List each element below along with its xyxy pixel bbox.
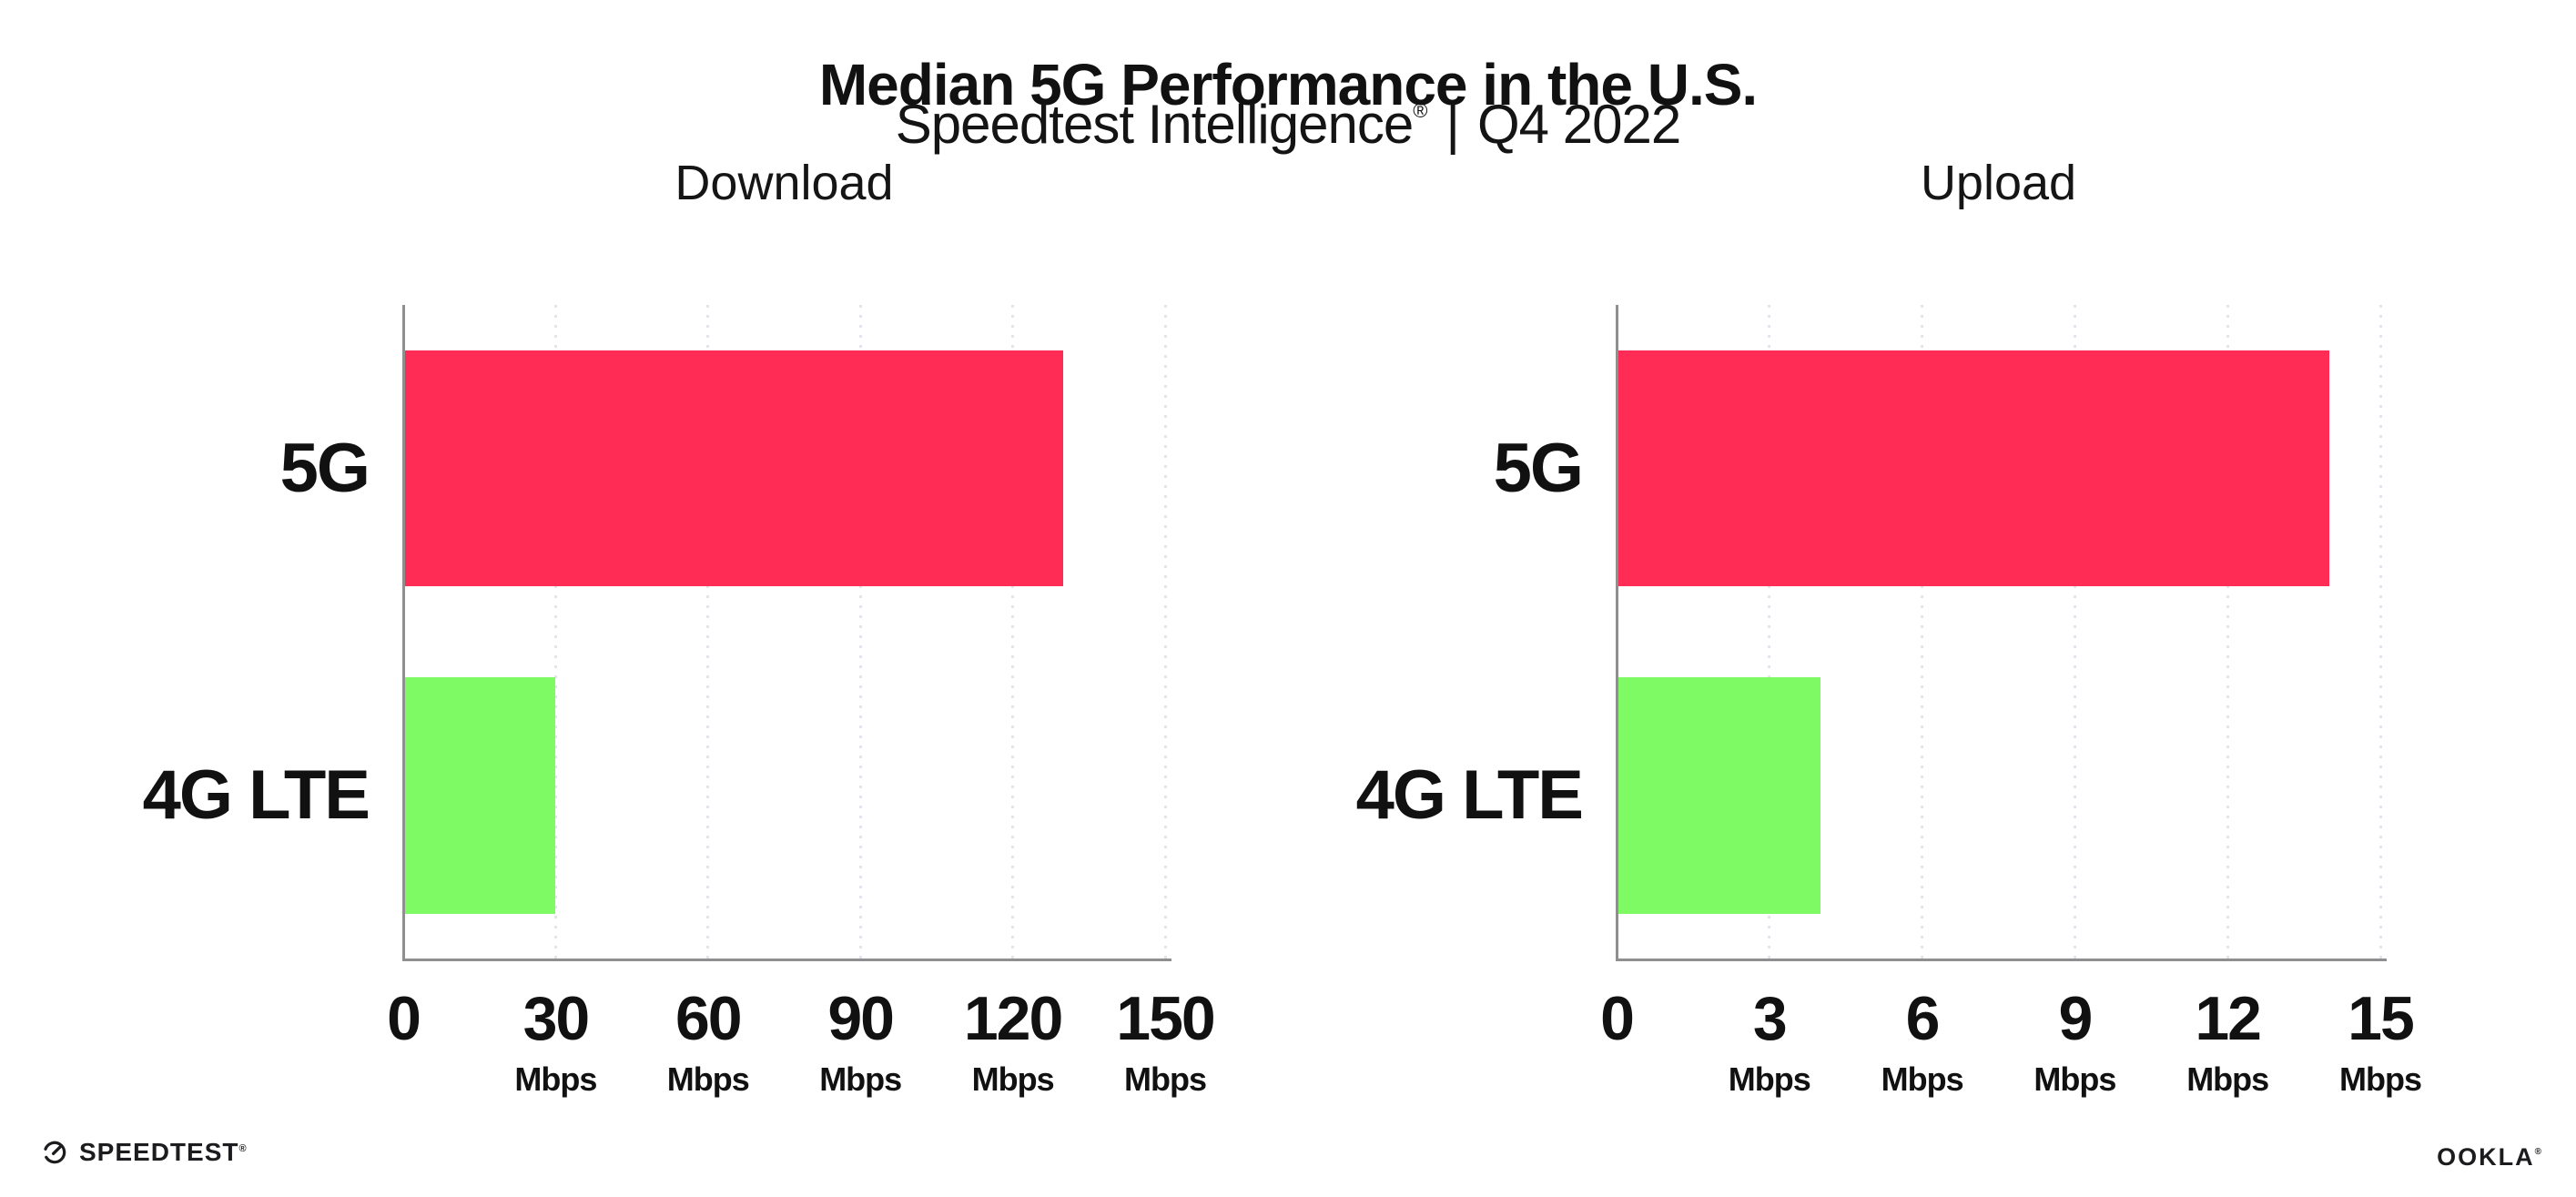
gridline	[1163, 305, 1167, 959]
x-tick: 90 Mbps	[819, 984, 902, 1098]
page-title: Median 5G Performance in the U.S.	[818, 51, 1758, 117]
subtitle-period: Q4 2022	[1477, 94, 1681, 155]
ookla-wordmark: OOKLA	[2437, 1143, 2535, 1171]
ookla-logo: OOKLA®	[2437, 1145, 2541, 1170]
x-tick-value: 12	[2195, 984, 2262, 1053]
chart-title: Upload	[1920, 155, 2077, 210]
x-tick: 0	[1600, 984, 1635, 1053]
gridline	[706, 305, 710, 959]
gridline	[553, 305, 557, 959]
x-axis-line	[1615, 959, 2387, 961]
x-tick-value: 0	[1600, 984, 1635, 1053]
bar-5g	[1617, 350, 2330, 586]
registered-mark: ®	[1413, 99, 1428, 122]
x-tick: 12 Mbps	[2186, 984, 2269, 1098]
speedtest-wordmark: SPEEDTEST®	[79, 1138, 247, 1166]
x-tick-value: 30	[522, 984, 591, 1053]
x-tick: 150 Mbps	[1116, 984, 1215, 1098]
y-axis-line	[401, 305, 405, 959]
category-label-5g: 5G	[1493, 430, 1584, 507]
gridline	[1768, 305, 1771, 959]
x-axis-line	[401, 959, 1171, 961]
x-tick-unit: Mbps	[666, 1060, 750, 1098]
x-tick: 15 Mbps	[2339, 984, 2422, 1098]
x-tick: 9 Mbps	[2033, 984, 2116, 1098]
x-tick: 60 Mbps	[666, 984, 750, 1098]
subtitle-brand: Speedtest Intelligence	[895, 94, 1414, 155]
bar-4g-lte	[403, 677, 556, 914]
category-label-4g-lte: 4G LTE	[1355, 756, 1584, 834]
gridline	[2378, 305, 2382, 959]
y-axis-line	[1615, 305, 1618, 959]
gridline	[1921, 305, 1924, 959]
chart-title: Download	[674, 155, 894, 210]
gridline	[1011, 305, 1015, 959]
x-tick-value: 9	[2058, 984, 2093, 1053]
speedtest-gauge-icon	[40, 1138, 69, 1167]
download-chart: Download 5G 4G LTE 0 30 Mbps 60 Mbps 90 Mbps 12…	[143, 158, 1216, 1096]
speedtest-logo: SPEEDTEST®	[40, 1138, 247, 1167]
subtitle-separator: |	[1445, 94, 1460, 155]
x-tick-value: 60	[674, 984, 743, 1053]
category-label-4g-lte: 4G LTE	[142, 756, 370, 834]
gridline	[2226, 305, 2229, 959]
upload-chart: Upload 5G 4G LTE 0 3 Mbps 6 Mbps 9 Mbps 12 Mbps 1…	[1356, 158, 2422, 1096]
x-tick: 6 Mbps	[1881, 984, 1964, 1098]
bar-4g-lte	[1617, 677, 1820, 914]
page-subtitle: Speedtest Intelligence® | Q4 2022	[0, 95, 2576, 155]
x-tick-unit: Mbps	[1124, 1060, 1207, 1098]
x-tick-unit: Mbps	[2186, 1060, 2269, 1098]
x-tick-unit: Mbps	[1881, 1060, 1964, 1098]
gridline	[858, 305, 862, 959]
x-tick-unit: Mbps	[2339, 1060, 2422, 1098]
x-tick: 120 Mbps	[963, 984, 1063, 1098]
x-tick-value: 90	[827, 984, 895, 1053]
x-tick: 0	[387, 984, 421, 1053]
x-tick-value: 120	[963, 984, 1063, 1053]
x-tick-value: 0	[387, 984, 421, 1053]
speedtest-registered-mark: ®	[238, 1143, 247, 1154]
ookla-registered-mark: ®	[2534, 1147, 2541, 1157]
x-tick-unit: Mbps	[819, 1060, 902, 1098]
bar-5g	[403, 350, 1064, 586]
x-tick-value: 150	[1116, 984, 1215, 1053]
x-tick-unit: Mbps	[1728, 1060, 1811, 1098]
x-tick-value: 6	[1905, 984, 1941, 1053]
x-tick-value: 3	[1752, 984, 1788, 1053]
x-tick: 30 Mbps	[514, 984, 597, 1098]
x-tick: 3 Mbps	[1728, 984, 1811, 1098]
gridline	[2073, 305, 2076, 959]
x-tick-unit: Mbps	[971, 1060, 1055, 1098]
category-label-5g: 5G	[279, 430, 370, 507]
x-tick-value: 15	[2348, 984, 2415, 1053]
x-tick-unit: Mbps	[2033, 1060, 2116, 1098]
x-tick-unit: Mbps	[514, 1060, 597, 1098]
